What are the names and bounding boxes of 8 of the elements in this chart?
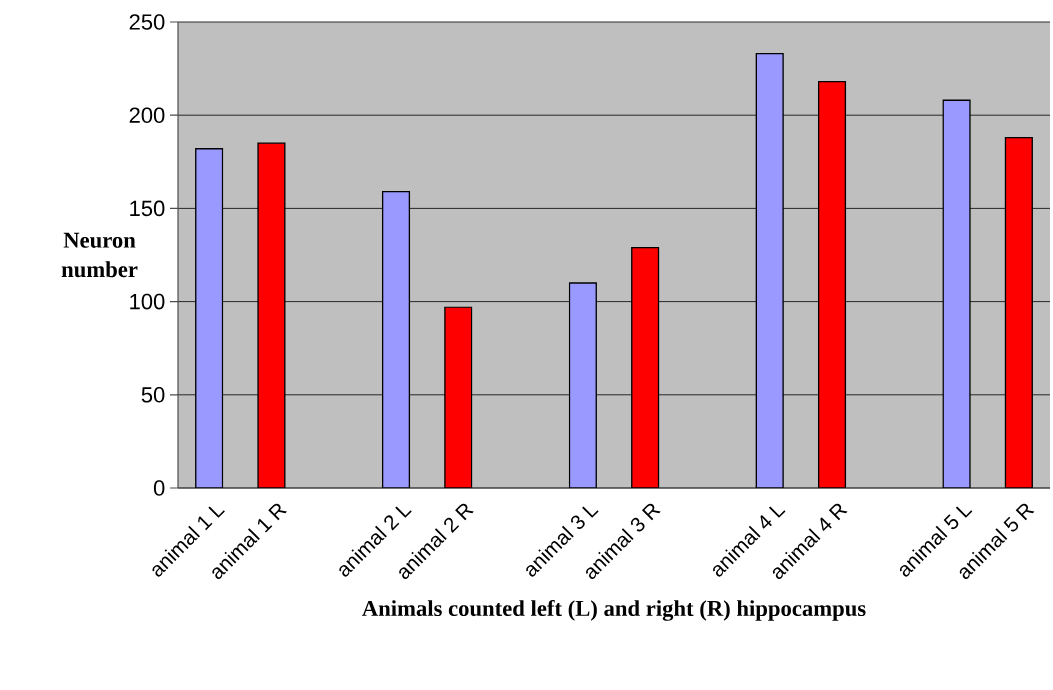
y-tick-label: 50 (141, 387, 165, 403)
y-tick-label: 150 (130, 200, 165, 217)
y-axis-title: Neuron number (61, 232, 138, 278)
y-tick-label: 250 (129, 14, 165, 30)
y-tick-label: 100 (130, 293, 165, 310)
x-axis-title: Animals counted left (L) and right (R) hippocampus (362, 599, 866, 621)
y-tick-label: 200 (129, 107, 165, 123)
y-tick-label: 0 (153, 480, 165, 496)
